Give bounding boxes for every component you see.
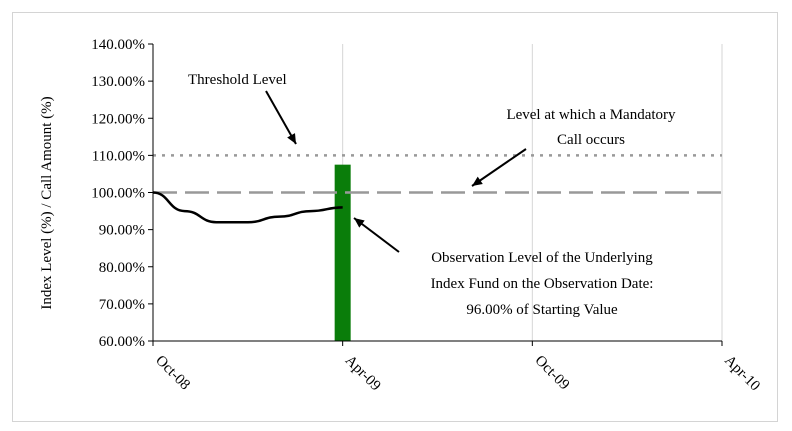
axes (148, 43, 723, 346)
threshold-annotation: Threshold Level (188, 72, 287, 88)
observation-annotation: Observation Level of the Underlying Inde… (431, 250, 654, 318)
annotation-arrows (265, 90, 527, 253)
x-tick-label: Apr-10 (721, 353, 763, 395)
index-level-line (152, 191, 343, 224)
y-tick-label: 80.00% (99, 260, 145, 276)
observation-bar-layer (334, 164, 351, 341)
x-tick-label: Apr-09 (342, 353, 384, 395)
reference-lines (153, 154, 722, 194)
observation-label-line3: 96.00% of Starting Value (466, 302, 618, 318)
observation-label-line1: Observation Level of the Underlying (431, 250, 653, 266)
y-axis-label: Index Level (%) / Call Amount (%) (39, 96, 55, 309)
y-tick-label: 110.00% (92, 148, 145, 164)
x-tick-label: Oct-09 (532, 353, 573, 394)
y-tick-label: 60.00% (99, 334, 145, 350)
x-tick-labels: Oct-08 Apr-09 Oct-09 Apr-10 (152, 353, 763, 395)
y-tick-label: 120.00% (91, 111, 145, 127)
series-layer (152, 191, 343, 224)
y-tick-label: 140.00% (91, 37, 145, 53)
threshold-arrow-icon (265, 90, 297, 145)
threshold-label: Threshold Level (188, 72, 287, 88)
y-tick-label: 70.00% (99, 297, 145, 313)
y-tick-label: 90.00% (99, 223, 145, 239)
x-tick-label: Oct-08 (152, 353, 193, 394)
mandatory-call-arrow-icon (471, 148, 527, 187)
y-tick-labels: 60.00% 70.00% 80.00% 90.00% 100.00% 110.00% 12… (91, 37, 145, 350)
mandatory-call-label-line2: Call occurs (557, 132, 625, 148)
line-chart: 60.00% 70.00% 80.00% 90.00% 100.00% 110.00% 12… (39, 37, 763, 395)
mandatory-call-label-line1: Level at which a Mandatory (506, 107, 676, 123)
y-tick-label: 130.00% (91, 74, 145, 90)
chart-frame: 60.00% 70.00% 80.00% 90.00% 100.00% 110.00% 12… (12, 12, 778, 422)
observation-label-line2: Index Fund on the Observation Date: (431, 276, 654, 292)
y-tick-label: 100.00% (91, 186, 145, 202)
mandatory-call-annotation: Level at which a Mandatory Call occurs (506, 107, 676, 148)
observation-arrow-icon (353, 217, 400, 253)
observation-bar (334, 164, 351, 341)
